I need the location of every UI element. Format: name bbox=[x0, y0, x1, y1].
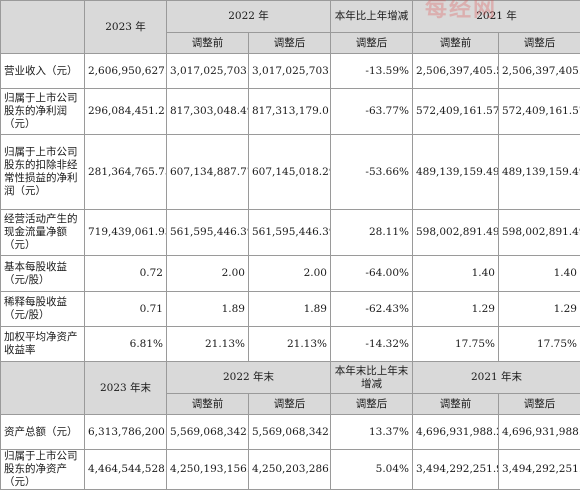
cell-2022-after: 607,145,018.29 bbox=[248, 134, 331, 210]
cell-2023: 296,084,451.21 bbox=[84, 88, 167, 135]
header-2021-end-after: 调整后 bbox=[498, 393, 580, 415]
header-2022-after: 调整后 bbox=[248, 32, 331, 54]
header-row-3: 2023 年末 2022 年末 本年末比上年末增减 2021 年末 bbox=[0, 361, 580, 415]
row-label: 稀释每股收益（元/股） bbox=[0, 291, 85, 327]
cell-2021-after: 3,494,292,251.95 bbox=[498, 449, 580, 490]
cell-2022-before: 3,017,025,703.59 bbox=[166, 53, 249, 89]
header-change-end-after: 调整后 bbox=[330, 393, 413, 415]
cell-2021-after: 572,409,161.57 bbox=[498, 88, 580, 135]
header-blank-cell bbox=[0, 0, 85, 54]
cell-change: -53.66% bbox=[330, 134, 413, 210]
header-2023: 2023 年 bbox=[84, 0, 167, 54]
table-row: 资产总额（元） 6,313,786,200.30 5,569,068,342.8… bbox=[0, 414, 580, 450]
row-label: 资产总额（元） bbox=[0, 414, 85, 450]
cell-change: 28.11% bbox=[330, 209, 413, 256]
cell-2022-before: 21.13% bbox=[166, 326, 249, 362]
cell-2023: 2,606,950,627.79 bbox=[84, 53, 167, 89]
cell-2022-after: 817,313,179.01 bbox=[248, 88, 331, 135]
row-label: 归属于上市公司股东的净资产（元） bbox=[0, 449, 85, 490]
cell-2021-after: 598,002,891.49 bbox=[498, 209, 580, 256]
header-blank-cell bbox=[0, 361, 85, 415]
cell-2021-before: 1.29 bbox=[412, 291, 499, 327]
header-2021-after: 调整后 bbox=[498, 32, 580, 54]
cell-2023: 0.72 bbox=[84, 255, 167, 292]
cell-2022-before: 607,134,887.77 bbox=[166, 134, 249, 210]
row-label: 归属于上市公司股东的扣除非经常性损益的净利润（元） bbox=[0, 134, 85, 210]
cell-2021-before: 1.40 bbox=[412, 255, 499, 292]
header-2023-end: 2023 年末 bbox=[84, 361, 167, 415]
header-2022-end-after: 调整后 bbox=[248, 393, 331, 415]
row-label: 营业收入（元） bbox=[0, 53, 85, 89]
cell-change: -13.59% bbox=[330, 53, 413, 89]
cell-2023: 281,364,765.75 bbox=[84, 134, 167, 210]
table-row: 加权平均净资产收益率 6.81% 21.13% 21.13% -14.32% 1… bbox=[0, 326, 580, 362]
cell-2022-after: 3,017,025,703.59 bbox=[248, 53, 331, 89]
cell-2023: 6.81% bbox=[84, 326, 167, 362]
table-row: 归属于上市公司股东的扣除非经常性损益的净利润（元） 281,364,765.75… bbox=[0, 134, 580, 210]
cell-2022-before: 817,303,048.49 bbox=[166, 88, 249, 135]
table-row: 经营活动产生的现金流量净额（元） 719,439,061.93 561,595,… bbox=[0, 209, 580, 256]
header-2022-end: 2022 年末 bbox=[166, 361, 331, 394]
table-row: 稀释每股收益（元/股） 0.71 1.89 1.89 -62.43% 1.29 … bbox=[0, 291, 580, 327]
header-2021-end-before: 调整前 bbox=[412, 393, 499, 415]
cell-2022-before: 1.89 bbox=[166, 291, 249, 327]
cell-2022-after: 21.13% bbox=[248, 326, 331, 362]
header-2021: 2021 年 bbox=[412, 0, 580, 33]
table-row: 归属于上市公司股东的净利润（元） 296,084,451.21 817,303,… bbox=[0, 88, 580, 135]
cell-2021-before: 17.75% bbox=[412, 326, 499, 362]
cell-2023: 4,464,544,528.96 bbox=[84, 449, 167, 490]
cell-2022-after: 5,569,068,342.84 bbox=[248, 414, 331, 450]
cell-2022-before: 561,595,446.39 bbox=[166, 209, 249, 256]
cell-2021-after: 489,139,159.49 bbox=[498, 134, 580, 210]
cell-2022-after: 2.00 bbox=[248, 255, 331, 292]
cell-change: -62.43% bbox=[330, 291, 413, 327]
cell-2023: 0.71 bbox=[84, 291, 167, 327]
row-label: 经营活动产生的现金流量净额（元） bbox=[0, 209, 85, 256]
cell-2022-after: 561,595,446.39 bbox=[248, 209, 331, 256]
cell-2021-after: 1.40 bbox=[498, 255, 580, 292]
header-2022: 2022 年 bbox=[166, 0, 331, 33]
row-label: 归属于上市公司股东的净利润（元） bbox=[0, 88, 85, 135]
header-row-1: 2023 年 2022 年 本年比上年增减 2021 年 bbox=[0, 0, 580, 54]
header-2022-before: 调整前 bbox=[166, 32, 249, 54]
row-label: 加权平均净资产收益率 bbox=[0, 326, 85, 362]
cell-2021-after: 1.29 bbox=[498, 291, 580, 327]
cell-change: 13.37% bbox=[330, 414, 413, 450]
cell-2022-after: 4,250,203,286.55 bbox=[248, 449, 331, 490]
cell-change: 5.04% bbox=[330, 449, 413, 490]
cell-2022-before: 5,569,068,342.84 bbox=[166, 414, 249, 450]
row-label: 基本每股收益（元/股） bbox=[0, 255, 85, 292]
table-row: 归属于上市公司股东的净资产（元） 4,464,544,528.96 4,250,… bbox=[0, 449, 580, 490]
cell-2023: 719,439,061.93 bbox=[84, 209, 167, 256]
cell-2021-after: 2,506,397,405.59 bbox=[498, 53, 580, 89]
cell-2023: 6,313,786,200.30 bbox=[84, 414, 167, 450]
cell-change: -14.32% bbox=[330, 326, 413, 362]
cell-2022-after: 1.89 bbox=[248, 291, 331, 327]
header-2021-end: 2021 年末 bbox=[412, 361, 580, 394]
header-change-after: 调整后 bbox=[330, 32, 413, 54]
cell-2021-before: 4,696,931,988.26 bbox=[412, 414, 499, 450]
cell-2022-before: 4,250,193,156.03 bbox=[166, 449, 249, 490]
cell-2022-before: 2.00 bbox=[166, 255, 249, 292]
cell-2021-before: 3,494,292,251.95 bbox=[412, 449, 499, 490]
table-row: 营业收入（元） 2,606,950,627.79 3,017,025,703.5… bbox=[0, 53, 580, 89]
cell-2021-before: 2,506,397,405.59 bbox=[412, 53, 499, 89]
header-change: 本年比上年增减 bbox=[330, 0, 413, 33]
header-change-end: 本年末比上年末增减 bbox=[330, 361, 413, 394]
header-2021-before: 调整前 bbox=[412, 32, 499, 54]
header-2022-end-before: 调整前 bbox=[166, 393, 249, 415]
cell-change: -63.77% bbox=[330, 88, 413, 135]
cell-change: -64.00% bbox=[330, 255, 413, 292]
cell-2021-before: 572,409,161.57 bbox=[412, 88, 499, 135]
cell-2021-after: 4,696,931,988.26 bbox=[498, 414, 580, 450]
table-row: 基本每股收益（元/股） 0.72 2.00 2.00 -64.00% 1.40 … bbox=[0, 255, 580, 292]
cell-2021-after: 17.75% bbox=[498, 326, 580, 362]
header-row-2: 调整前 调整后 调整后 调整前 调整后 bbox=[1, 32, 580, 54]
cell-2021-before: 598,002,891.49 bbox=[412, 209, 499, 256]
cell-2021-before: 489,139,159.49 bbox=[412, 134, 499, 210]
